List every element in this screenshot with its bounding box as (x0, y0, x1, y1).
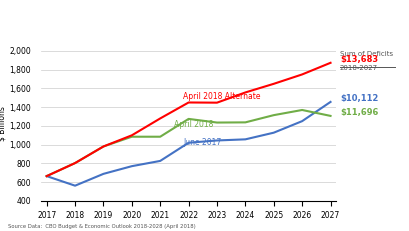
Text: June 2017: June 2017 (182, 138, 220, 147)
Y-axis label: $ Billions: $ Billions (0, 106, 7, 141)
Text: April 2018 Alternate: April 2018 Alternate (182, 92, 260, 101)
Text: Sum of Deficits: Sum of Deficits (339, 51, 392, 57)
Text: Source Data:  CBO Budget & Economic Outlook 2018-2028 (April 2018): Source Data: CBO Budget & Economic Outlo… (8, 224, 196, 229)
Text: April 2018: April 2018 (174, 120, 213, 129)
Text: Federal Budget Deficit Forecast 2018-2027 ($ Billions): Federal Budget Deficit Forecast 2018-202… (101, 7, 308, 16)
Text: Comparison of CBO Baselines:  June 2017, April 2018, and April 2018 Alternate Sc: Comparison of CBO Baselines: June 2017, … (50, 27, 359, 33)
Text: $13,683: $13,683 (339, 55, 377, 64)
Text: 2018-2027: 2018-2027 (339, 65, 377, 71)
Text: $10,112: $10,112 (339, 94, 378, 103)
Text: $11,696: $11,696 (339, 108, 378, 117)
